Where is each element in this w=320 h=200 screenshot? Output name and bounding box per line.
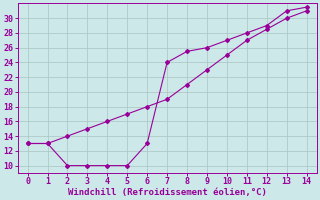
X-axis label: Windchill (Refroidissement éolien,°C): Windchill (Refroidissement éolien,°C) — [68, 188, 267, 197]
